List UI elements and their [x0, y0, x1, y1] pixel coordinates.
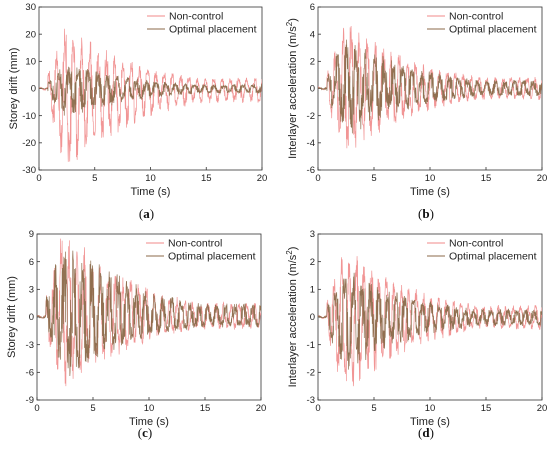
x-tick-label: 20: [537, 173, 548, 184]
x-tick-label: 20: [537, 403, 548, 414]
x-axis-label: Time (s): [129, 416, 169, 428]
x-tick-label: 20: [256, 403, 267, 414]
legend-label: Non-control: [449, 11, 503, 23]
series-line-optimal-placement: [37, 250, 261, 377]
x-tick-label: 5: [371, 403, 376, 414]
x-tick-label: 0: [315, 173, 320, 184]
chart-panel-d: 0 5 10 15 20 -3 -2 -1 0 1 2 3 Time (s) Interlayer acc…: [285, 229, 548, 440]
x-tick-label: 15: [481, 173, 492, 184]
legend-label: Non-control: [168, 238, 222, 250]
x-tick-label: 0: [315, 403, 320, 414]
y-tick-label: 30: [25, 2, 36, 13]
legend-label: Non-control: [169, 11, 223, 23]
panel-caption: (d): [418, 425, 434, 440]
y-tick-label: -30: [22, 165, 36, 176]
series-line-optimal-placement: [39, 66, 262, 116]
y-tick-label: -6: [26, 368, 34, 379]
x-tick-label: 5: [90, 403, 95, 414]
series-line-non-control: [39, 28, 262, 162]
y-tick-label: 6: [29, 257, 34, 268]
panel-caption: (c): [138, 425, 152, 440]
legend-label: Optimal placement: [168, 251, 256, 263]
y-tick-label: 9: [29, 229, 34, 240]
y-tick-label: 3: [29, 285, 34, 296]
y-tick-label: -4: [307, 138, 315, 149]
y-tick-label: 0: [31, 84, 36, 95]
legend-label: Optimal placement: [169, 24, 257, 36]
chart-panel-c: 0 5 10 15 20 -9 -6 -3 0 3 6 9 Time (s) Storey drift (…: [6, 229, 266, 440]
y-tick-label: 10: [25, 57, 36, 68]
x-tick-label: 10: [145, 173, 156, 184]
x-tick-label: 15: [481, 403, 492, 414]
y-tick-label: 4: [310, 29, 315, 40]
y-tick-label: -20: [22, 138, 36, 149]
x-tick-label: 0: [34, 403, 39, 414]
y-tick-label: 0: [29, 312, 34, 323]
y-tick-label: -3: [26, 340, 34, 351]
y-tick-label: -9: [26, 395, 34, 406]
series-line-optimal-placement: [318, 272, 542, 370]
x-tick-label: 20: [257, 173, 268, 184]
x-tick-label: 10: [425, 173, 436, 184]
y-axis-label: Interlayer acceleration (m/s2): [285, 247, 300, 388]
series-line-non-control: [318, 256, 542, 387]
y-tick-label: -1: [307, 340, 315, 351]
y-tick-label: 0: [310, 84, 315, 95]
x-tick-label: 15: [201, 173, 212, 184]
x-tick-label: 5: [371, 173, 376, 184]
chart-panel-a: 0 5 10 15 20 -30 -20 -10 0 10 20 30 Time (s) Storey d…: [8, 2, 267, 221]
x-tick-label: 10: [144, 403, 155, 414]
y-tick-label: -3: [307, 395, 315, 406]
y-tick-label: -2: [307, 368, 315, 379]
y-axis-label: Interlayer acceleration (m/s2): [285, 18, 300, 159]
y-tick-label: 0: [310, 312, 315, 323]
x-tick-label: 10: [425, 403, 436, 414]
series-line-non-control: [318, 26, 542, 149]
x-tick-label: 0: [36, 173, 41, 184]
y-tick-label: 2: [310, 57, 315, 68]
legend-label: Non-control: [449, 238, 503, 250]
y-tick-label: -2: [307, 111, 315, 122]
y-tick-label: 20: [25, 29, 36, 40]
y-tick-label: -10: [22, 111, 36, 122]
y-tick-label: 1: [310, 285, 315, 296]
x-axis-label: Time (s): [410, 186, 450, 198]
y-axis-label: Storey drift (mm): [6, 276, 18, 358]
x-tick-label: 5: [92, 173, 97, 184]
y-tick-label: -6: [307, 165, 315, 176]
series-line-optimal-placement: [318, 39, 542, 134]
y-axis-label: Storey drift (mm): [8, 48, 20, 130]
legend-label: Optimal placement: [449, 24, 537, 36]
x-axis-label: Time (s): [131, 186, 171, 198]
y-tick-label: 2: [310, 257, 315, 268]
y-tick-label: 6: [310, 2, 315, 13]
y-tick-label: 3: [310, 229, 315, 240]
x-axis-label: Time (s): [410, 416, 450, 428]
legend-label: Optimal placement: [449, 251, 537, 263]
x-tick-label: 15: [200, 403, 211, 414]
panel-caption: (a): [139, 206, 154, 221]
panel-caption: (b): [418, 206, 434, 221]
chart-panel-b: 0 5 10 15 20 -6 -4 -2 0 2 4 6 Time (s) Interlayer acc…: [285, 2, 548, 221]
series-line-non-control: [37, 238, 261, 387]
